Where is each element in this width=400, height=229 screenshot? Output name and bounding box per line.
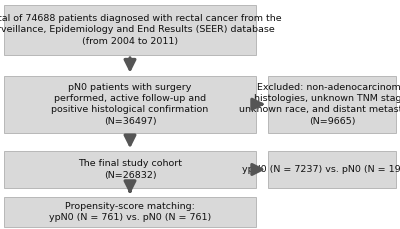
FancyBboxPatch shape <box>4 76 256 133</box>
Text: pN0 patients with surgery
performed, active follow-up and
positive histological : pN0 patients with surgery performed, act… <box>51 82 209 126</box>
FancyBboxPatch shape <box>268 151 396 188</box>
Text: ypN0 (N = 7237) vs. pN0 (N = 19595): ypN0 (N = 7237) vs. pN0 (N = 19595) <box>242 165 400 174</box>
FancyBboxPatch shape <box>4 151 256 188</box>
Text: Excluded: non-adenocarcinoma
histologies, unknown TNM stage,
unknown race, and d: Excluded: non-adenocarcinoma histologies… <box>240 82 400 126</box>
Text: A total of 74688 patients diagnosed with rectal cancer from the
Surveillance, Ep: A total of 74688 patients diagnosed with… <box>0 14 281 46</box>
FancyBboxPatch shape <box>4 5 256 55</box>
Text: Propensity-score matching:
ypN0 (N = 761) vs. pN0 (N = 761): Propensity-score matching: ypN0 (N = 761… <box>49 202 211 222</box>
FancyBboxPatch shape <box>4 197 256 227</box>
FancyBboxPatch shape <box>268 76 396 133</box>
Text: The final study cohort
(N=26832): The final study cohort (N=26832) <box>78 159 182 180</box>
